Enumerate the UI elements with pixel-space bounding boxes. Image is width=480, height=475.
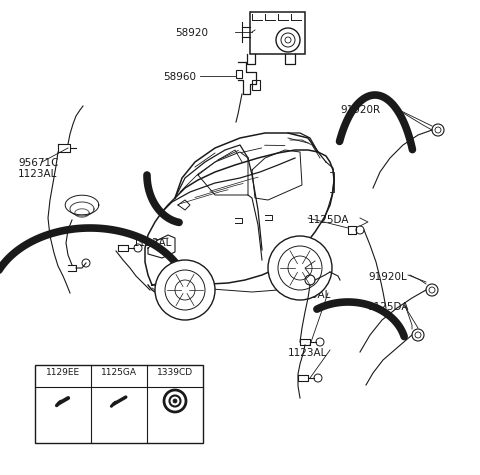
Bar — [35, 365, 203, 443]
Text: 1339CD: 1339CD — [157, 368, 193, 377]
Text: 1123AL: 1123AL — [18, 169, 58, 179]
Circle shape — [155, 260, 215, 320]
Text: 95670: 95670 — [287, 258, 320, 268]
Text: 1125DA: 1125DA — [308, 215, 349, 225]
Text: 58920: 58920 — [175, 28, 208, 38]
Circle shape — [268, 236, 332, 300]
Bar — [252, 80, 260, 90]
Text: 1129EE: 1129EE — [46, 368, 80, 377]
Bar — [236, 70, 242, 78]
Circle shape — [173, 399, 177, 403]
Text: 1125GA: 1125GA — [101, 368, 137, 377]
Text: 1125DA: 1125DA — [368, 302, 409, 312]
Text: 91920R: 91920R — [340, 105, 380, 115]
Text: 1123AL: 1123AL — [292, 290, 331, 300]
Text: 95671C: 95671C — [18, 158, 59, 168]
Text: 1123AL: 1123AL — [288, 348, 327, 358]
Text: 58960: 58960 — [163, 72, 196, 82]
Text: 1123AL: 1123AL — [133, 238, 172, 248]
Bar — [250, 12, 305, 54]
Text: 91920L: 91920L — [368, 272, 407, 282]
